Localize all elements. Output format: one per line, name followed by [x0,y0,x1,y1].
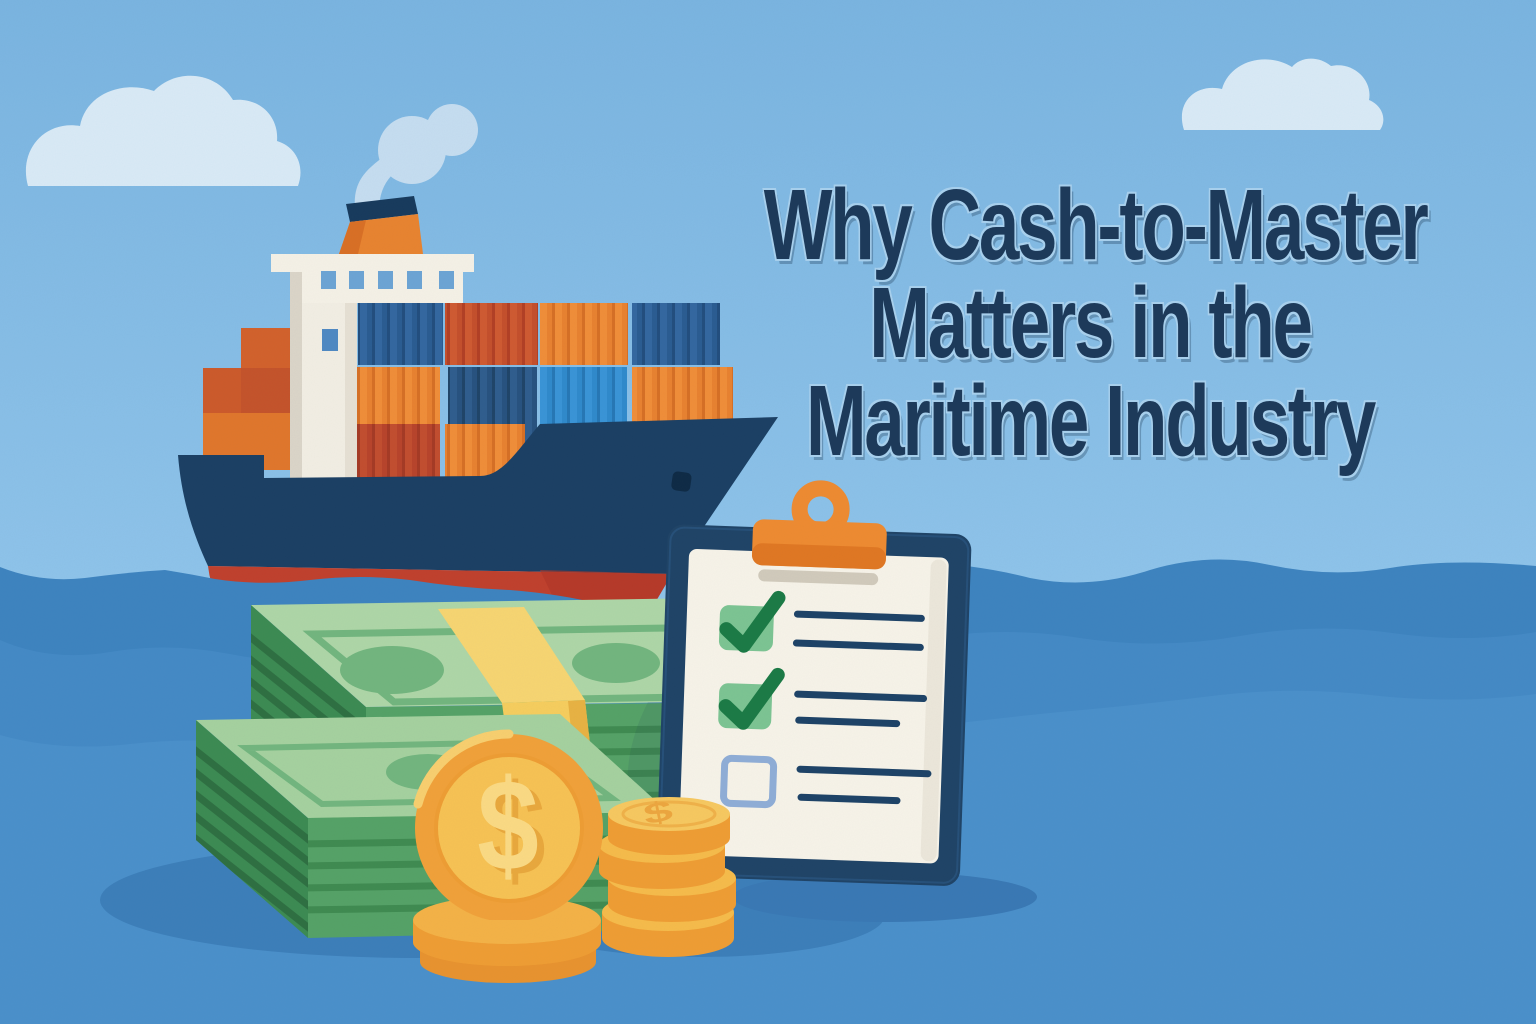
hero-title: Why Cash-to-Master Matters in the Mariti… [655,168,1525,477]
hero-title-line-1: Why Cash-to-Master [763,168,1429,281]
hero-title-line-3: Maritime Industry [805,364,1376,477]
hero-title-line-2: Matters in the [869,266,1313,379]
